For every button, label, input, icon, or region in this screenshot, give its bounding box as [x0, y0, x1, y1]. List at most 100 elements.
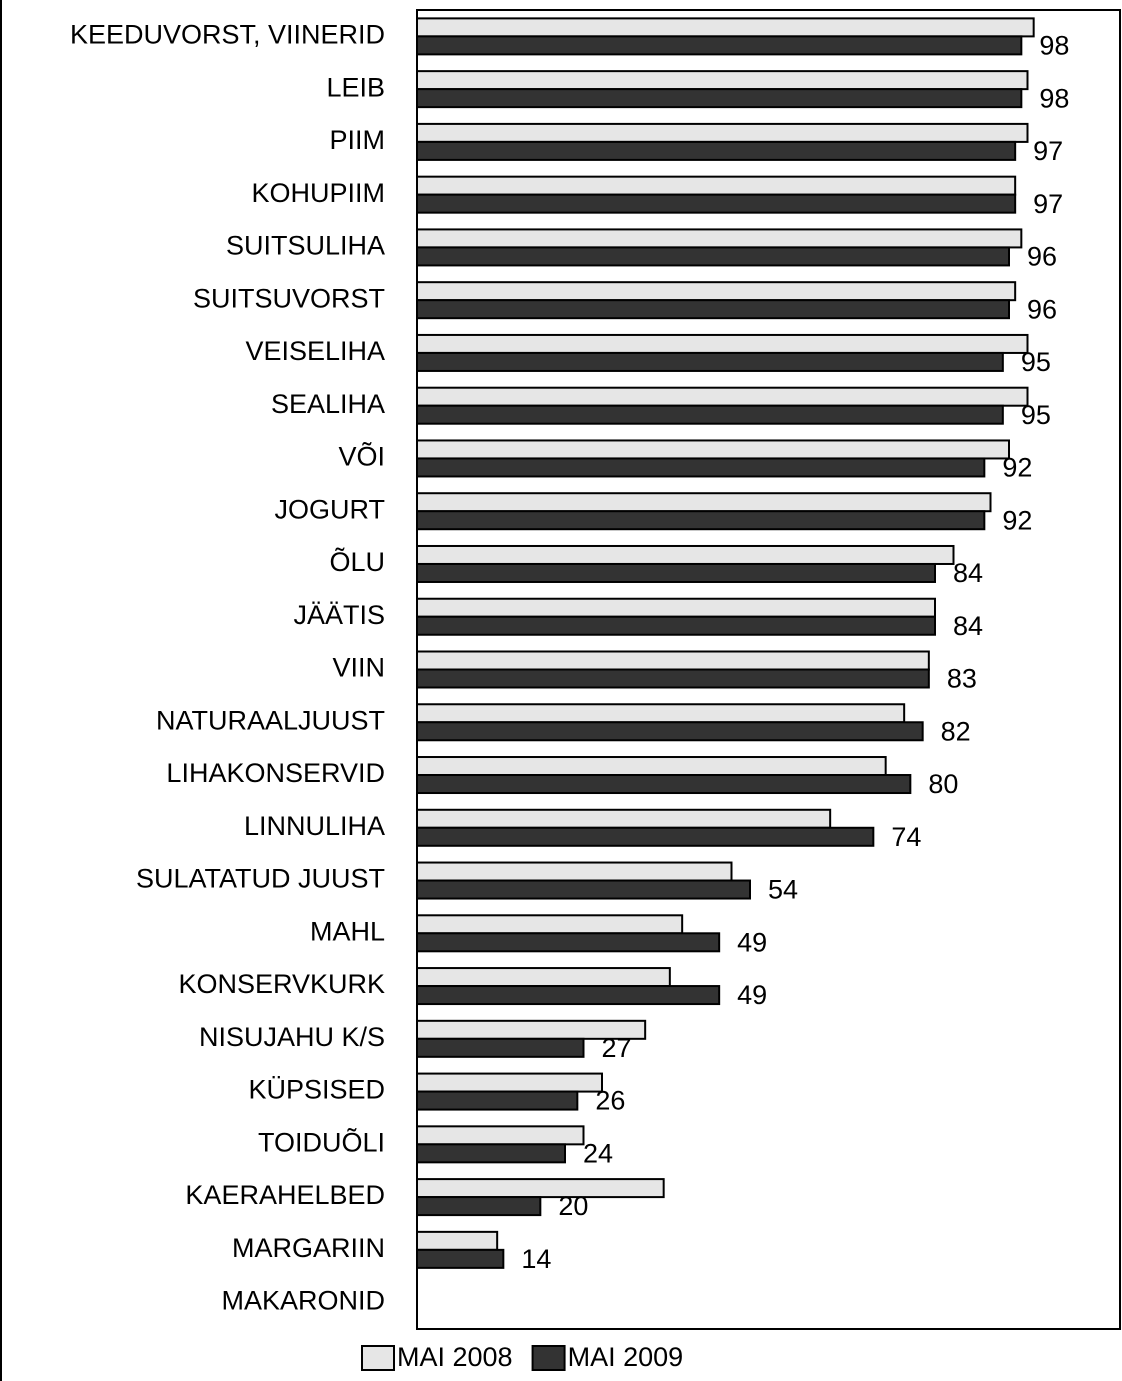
- y-tick-label: SUITSUVORST: [193, 283, 385, 313]
- data-label: 98: [1039, 83, 1069, 113]
- bar: [416, 1125, 585, 1146]
- data-label: 54: [768, 875, 798, 905]
- bar: [416, 1072, 603, 1093]
- bar: [416, 1090, 579, 1111]
- bar: [416, 122, 1029, 143]
- y-tick-label: NISUJAHU K/S: [199, 1022, 385, 1052]
- y-tick-label: SULATATUD JUUST: [136, 864, 385, 894]
- y-tick-label: ÕLU: [329, 546, 385, 577]
- bar: [416, 721, 924, 742]
- bar: [416, 756, 887, 777]
- bar: [416, 774, 912, 795]
- bar: [416, 668, 930, 689]
- y-tick-label: JOGURT: [274, 494, 385, 524]
- data-label: 49: [737, 927, 767, 957]
- bar: [416, 140, 1017, 161]
- y-tick-label: LIHAKONSERVID: [166, 758, 385, 788]
- bar: [416, 175, 1017, 196]
- bar: [416, 808, 832, 829]
- data-label: 92: [1002, 505, 1032, 535]
- y-tick-label: KÜPSISED: [248, 1075, 385, 1105]
- bar: [416, 193, 1017, 214]
- bar: [416, 510, 986, 531]
- y-tick-label: VÕI: [338, 441, 385, 472]
- legend-swatch: [361, 1345, 395, 1371]
- bar: [416, 404, 1004, 425]
- data-label: 97: [1033, 136, 1063, 166]
- bar: [416, 1037, 585, 1058]
- data-label: 95: [1021, 347, 1051, 377]
- y-tick-label: KOHUPIIM: [251, 178, 385, 208]
- bar: [416, 879, 751, 900]
- y-tick-label: NATURAALJUUST: [156, 705, 385, 735]
- bar: [416, 299, 1010, 320]
- bar: [416, 597, 936, 618]
- bar: [416, 914, 684, 935]
- bar: [416, 281, 1017, 302]
- data-label: 26: [595, 1086, 625, 1116]
- bar: [416, 985, 721, 1006]
- data-label: 80: [928, 769, 958, 799]
- data-label: 74: [891, 822, 921, 852]
- bar: [416, 492, 992, 513]
- data-label: 49: [737, 980, 767, 1010]
- y-tick-label: LINNULIHA: [244, 811, 385, 841]
- bar: [416, 826, 875, 847]
- y-tick-label: KONSERVKURK: [178, 969, 385, 999]
- bar: [416, 70, 1029, 91]
- bar: [416, 703, 906, 724]
- bar: [416, 932, 721, 953]
- bar: [416, 562, 936, 583]
- y-tick-label: PIIM: [329, 125, 385, 155]
- bar: [416, 1143, 566, 1164]
- data-label: 95: [1021, 400, 1051, 430]
- bar: [416, 386, 1029, 407]
- bar: [416, 35, 1023, 56]
- data-label: 82: [941, 716, 971, 746]
- data-label: 84: [953, 611, 983, 641]
- y-tick-label: KAERAHELBED: [185, 1180, 385, 1210]
- data-label: 96: [1027, 242, 1057, 272]
- bar: [416, 351, 1004, 372]
- y-tick-label: JÄÄTIS: [293, 600, 385, 630]
- y-tick-label: MARGARIIN: [232, 1233, 385, 1263]
- y-tick-label: VIIN: [332, 653, 385, 683]
- bar: [416, 88, 1023, 109]
- bar: [416, 1178, 665, 1199]
- bar: [416, 967, 671, 988]
- legend-swatch: [531, 1345, 566, 1371]
- bar: [416, 544, 955, 565]
- bar: [416, 17, 1035, 38]
- bar: [416, 1196, 542, 1217]
- y-tick-label: LEIB: [326, 72, 385, 102]
- bar: [416, 650, 930, 671]
- y-tick-label: TOIDUÕLI: [258, 1126, 385, 1157]
- y-tick-label: SUITSULIHA: [226, 231, 385, 261]
- data-label: 14: [521, 1244, 551, 1274]
- y-tick-label: MAHL: [310, 916, 385, 946]
- y-tick-label: VEISELIHA: [245, 336, 385, 366]
- plot-frame: [416, 9, 1121, 1330]
- bar: [416, 1230, 499, 1251]
- y-tick-label: KEEDUVORST, VIINERID: [70, 20, 385, 50]
- legend-label: MAI 2008: [397, 1342, 513, 1372]
- data-label: 97: [1033, 189, 1063, 219]
- bar: [416, 861, 733, 882]
- bar: [416, 228, 1023, 249]
- bar: [416, 246, 1010, 267]
- bar: [416, 457, 986, 478]
- data-label: 96: [1027, 294, 1057, 324]
- bar: [416, 439, 1010, 460]
- y-tick-label: SEALIHA: [271, 389, 385, 419]
- data-label: 83: [947, 664, 977, 694]
- bar: [416, 615, 936, 636]
- legend-label: MAI 2009: [568, 1342, 684, 1372]
- data-label: 20: [558, 1191, 588, 1221]
- bar: [416, 1248, 505, 1269]
- data-label: 98: [1039, 31, 1069, 61]
- data-label: 27: [602, 1033, 632, 1063]
- y-tick-label: MAKARONID: [221, 1286, 385, 1316]
- data-label: 84: [953, 558, 983, 588]
- data-label: 24: [583, 1138, 613, 1168]
